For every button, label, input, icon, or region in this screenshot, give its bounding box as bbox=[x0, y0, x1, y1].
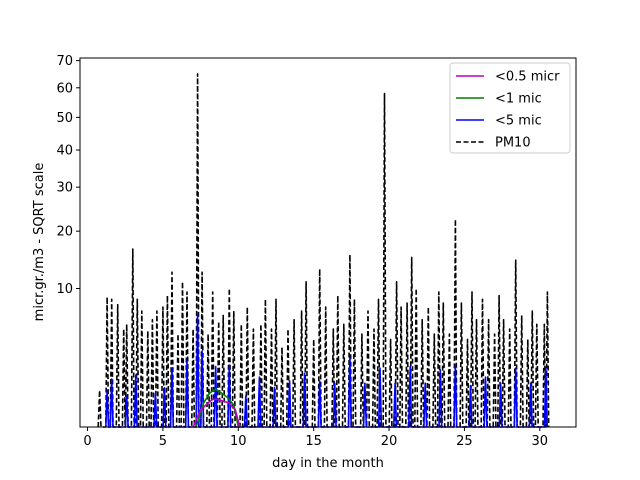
x-tick-label: 20 bbox=[381, 434, 398, 449]
y-tick-label: 50 bbox=[56, 111, 73, 126]
x-tick-label: 25 bbox=[456, 434, 473, 449]
y-tick-label: 40 bbox=[56, 144, 73, 159]
legend: <0.5 micr <1 mic <5 mic PM10 bbox=[449, 62, 571, 154]
x-tick-label: 10 bbox=[230, 434, 247, 449]
x-axis-label: day in the month bbox=[272, 456, 384, 471]
legend-label-pm10: PM10 bbox=[495, 136, 531, 151]
x-tick-label: 30 bbox=[532, 434, 549, 449]
y-tick-label: 20 bbox=[56, 225, 73, 240]
series-line-5-mic bbox=[105, 313, 548, 428]
plot-frame bbox=[79, 57, 577, 428]
legend-label-5-mic: <5 mic bbox=[495, 114, 542, 129]
x-tick-label: 0 bbox=[83, 434, 91, 449]
legend-label-0-5-micr: <0.5 micr bbox=[495, 70, 560, 85]
x-axis: 0 5 10 15 20 25 30 bbox=[83, 427, 548, 449]
legend-frame bbox=[449, 62, 571, 154]
series-line-1-mic bbox=[195, 388, 240, 428]
y-axis: 10 20 30 40 50 60 70 bbox=[56, 54, 80, 297]
y-tick-label: 30 bbox=[56, 181, 73, 196]
x-tick-label: 5 bbox=[159, 434, 167, 449]
y-tick-label: 10 bbox=[56, 282, 73, 297]
y-tick-label: 60 bbox=[56, 81, 73, 96]
y-tick-label: 70 bbox=[56, 54, 73, 69]
legend-label-1-mic: <1 mic bbox=[495, 92, 542, 107]
series-line-0-5-micr bbox=[192, 398, 241, 428]
y-axis-label: micr.gr./m3 - SQRT scale bbox=[32, 163, 47, 322]
x-tick-label: 15 bbox=[305, 434, 322, 449]
